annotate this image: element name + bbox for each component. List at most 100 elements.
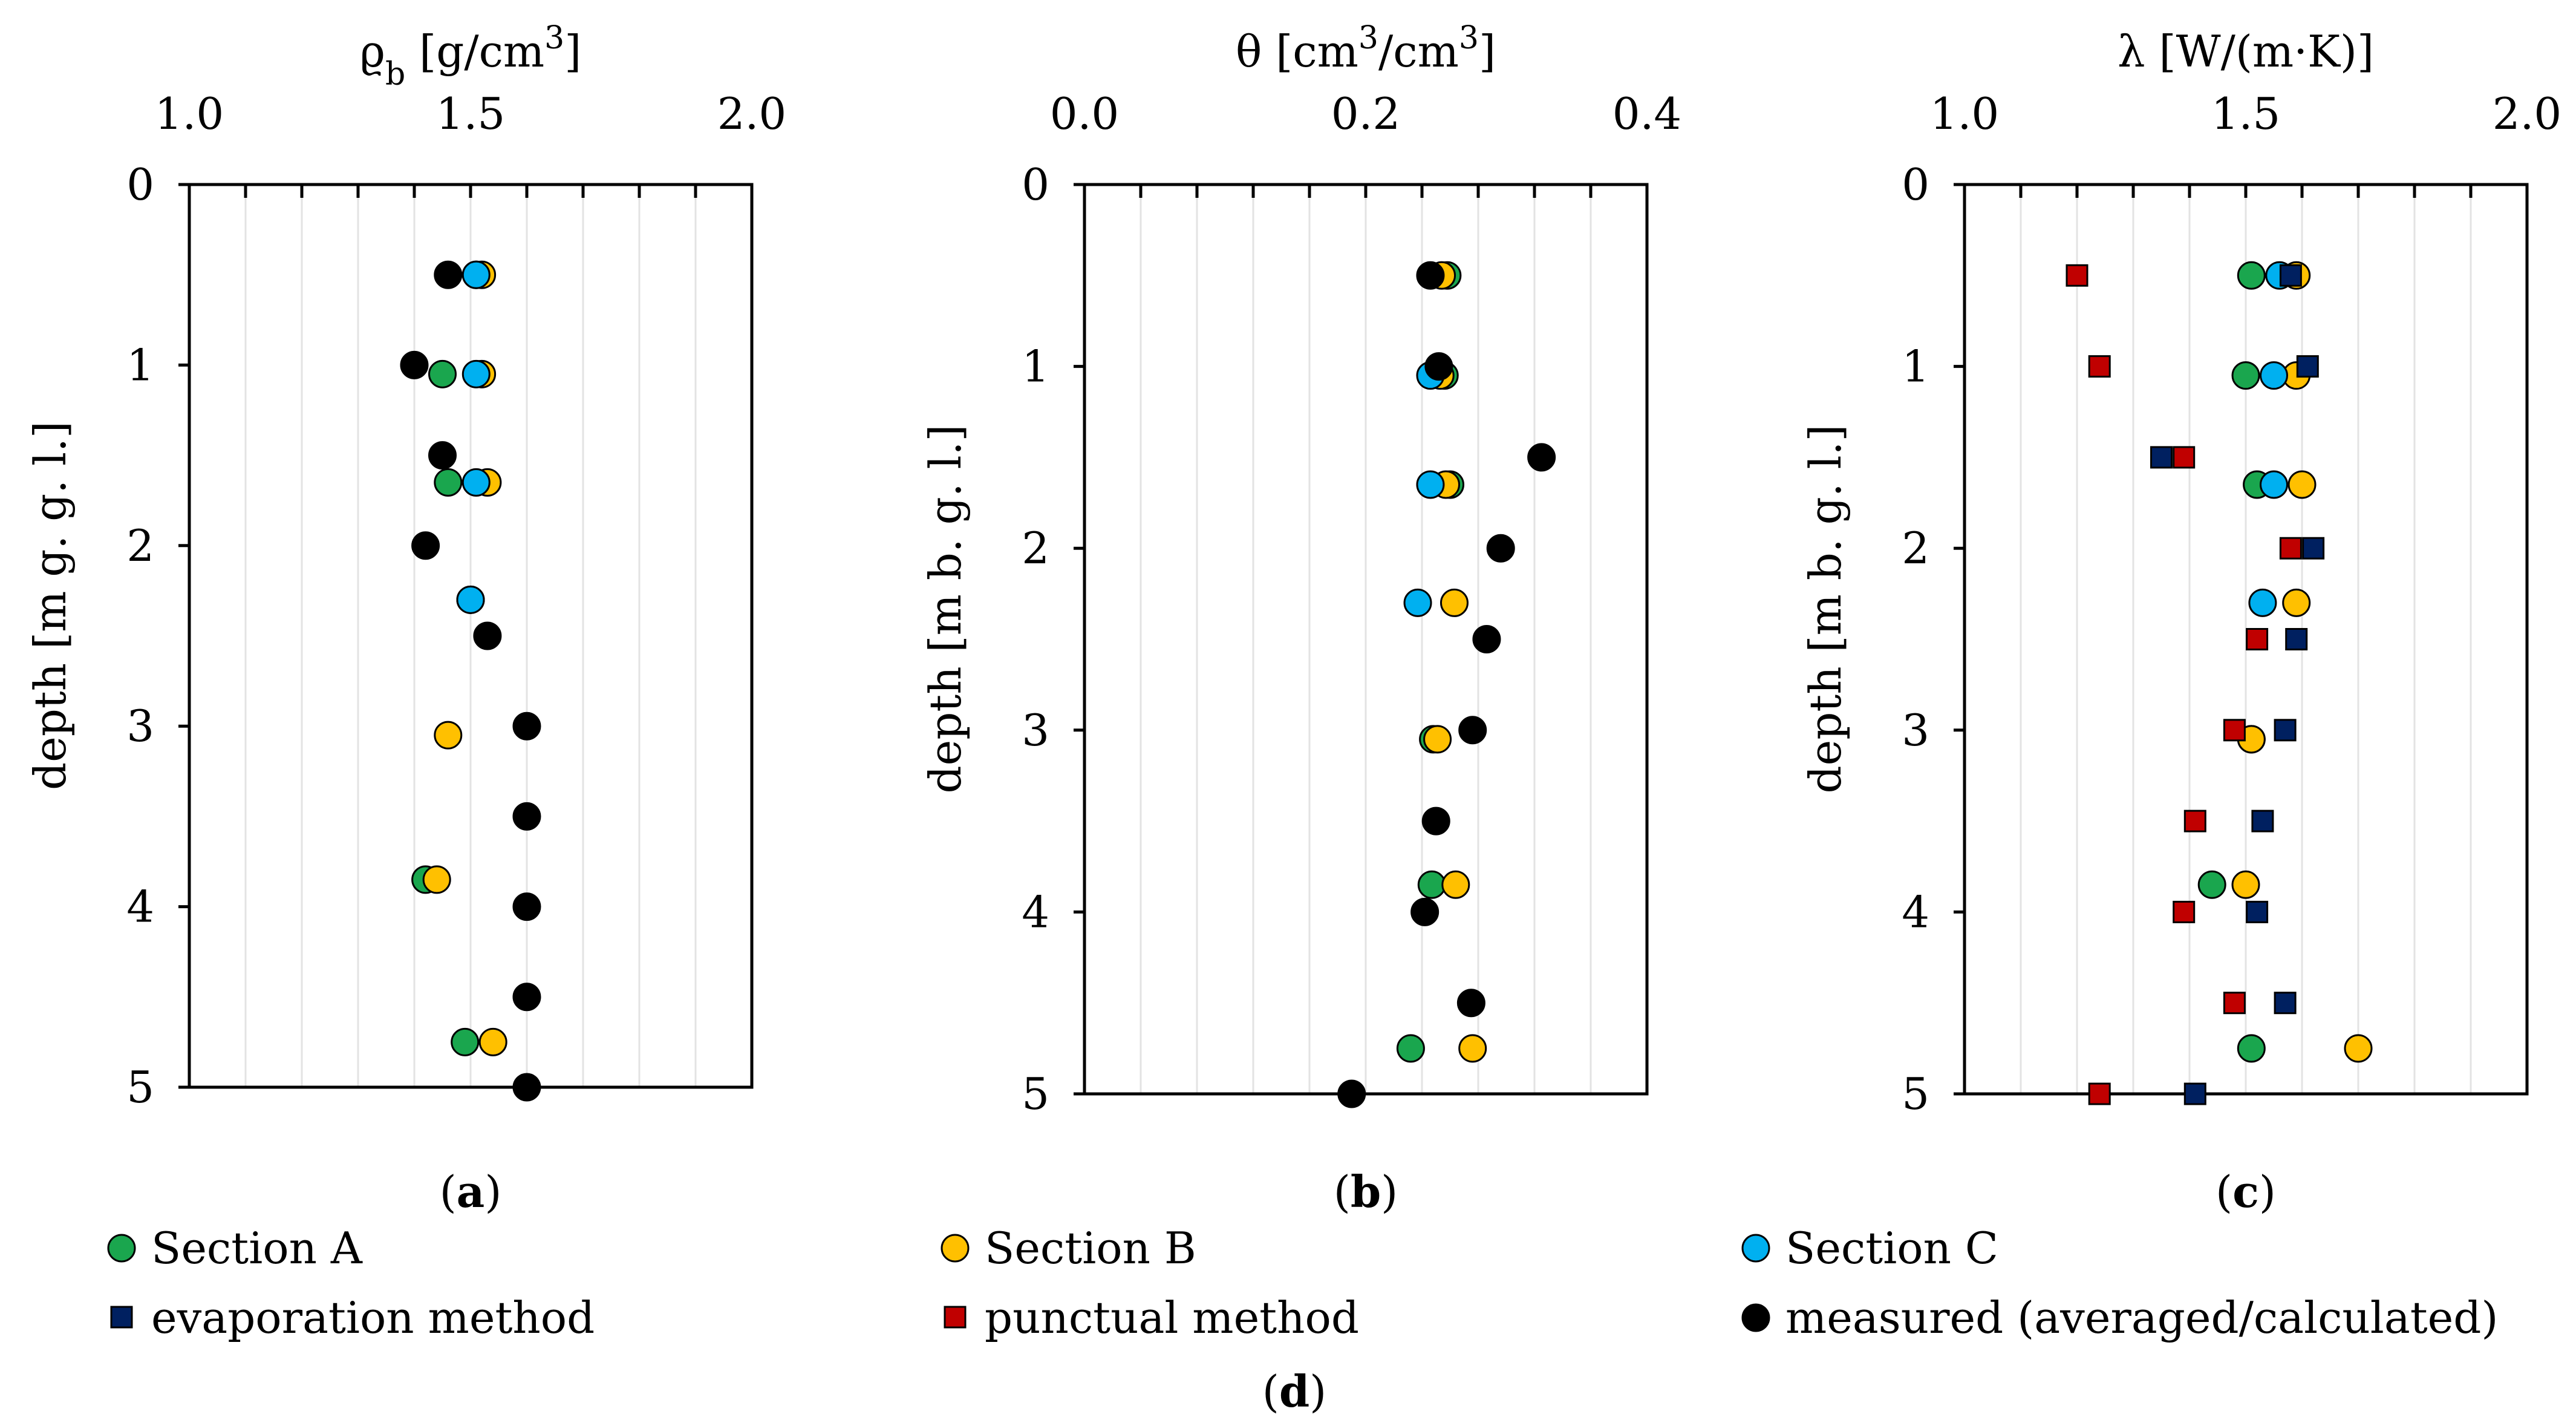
data-point-section_c	[2248, 588, 2277, 617]
data-point-evaporation	[2274, 992, 2297, 1015]
data-point-measured	[473, 621, 502, 650]
data-point-measured	[1486, 534, 1515, 563]
legend-label: evaporation method	[151, 1292, 595, 1343]
y-axis-title: depth [m b. g. l.]	[920, 425, 971, 794]
panel-label: (c)	[2216, 1166, 2276, 1217]
data-point-measured	[1472, 625, 1501, 653]
data-point-measured	[1416, 261, 1445, 290]
data-point-section_a	[2197, 870, 2226, 899]
panel-a: 0 1 2 3 4 5 1.0 1.5 2.0 ϱb [g/cm3] depth [m g. g. …	[25, 20, 786, 1217]
series-measured	[400, 260, 541, 1102]
data-point-measured	[428, 441, 457, 470]
data-point-section_c	[461, 359, 491, 388]
data-point-evaporation	[2246, 900, 2269, 923]
y-tick-label: 4	[1022, 886, 1049, 937]
data-point-punctual	[2223, 992, 2246, 1015]
legend-label: Section C	[1785, 1223, 1998, 1274]
legend-caption: (d)	[1262, 1366, 1327, 1417]
legend-item-measured: measured (averaged/calculated)	[1741, 1292, 2498, 1343]
data-point-punctual	[2173, 900, 2196, 923]
data-point-section_b	[1458, 1034, 1487, 1063]
data-point-section_b	[422, 865, 451, 894]
y-tick-label: 5	[1022, 1068, 1049, 1119]
data-point-evaporation	[2302, 537, 2325, 560]
y-tick-label: 0	[126, 159, 154, 210]
legend-label: Section B	[985, 1223, 1196, 1274]
panel-c: 0 1 2 3 4 5 1.0 1.5 2.0 λ [W/(m·K)] depth [m b. g.…	[1800, 26, 2561, 1217]
data-point-section_a	[428, 359, 457, 388]
legend-marker	[107, 1234, 136, 1263]
data-point-measured	[512, 802, 541, 831]
data-point-measured	[1527, 443, 1556, 472]
data-point-section_c	[456, 585, 485, 614]
y-tick-label: 3	[126, 701, 154, 751]
data-point-measured	[512, 983, 541, 1012]
y-tick-label: 5	[126, 1062, 154, 1113]
y-tick-label: 3	[1902, 705, 1929, 756]
plot-frame	[187, 183, 754, 1089]
data-point-evaporation	[2183, 1082, 2206, 1105]
y-tick-label: 2	[126, 520, 154, 571]
data-point-section_c	[2260, 361, 2288, 390]
data-point-measured	[1337, 1079, 1366, 1108]
y-tick-label: 1	[126, 339, 154, 390]
legend: Section A Section B Section C evaporation m…	[107, 1223, 2498, 1343]
legend-marker	[1741, 1303, 1770, 1332]
series-section_c	[456, 260, 491, 614]
y-tick-label: 1	[1022, 341, 1049, 392]
data-point-measured	[434, 260, 463, 289]
legend-item-section_b: Section B	[941, 1223, 1196, 1274]
data-point-measured	[1410, 897, 1440, 926]
data-point-section_a	[2231, 361, 2260, 390]
data-point-section_b	[434, 721, 463, 750]
data-point-section_b	[1441, 870, 1470, 899]
data-point-section_a	[451, 1027, 480, 1056]
series-measured	[1337, 261, 1556, 1108]
series-evaporation	[2150, 264, 2325, 1105]
legend-item-section_c: Section C	[1741, 1223, 1998, 1274]
x-tick-label: 0.0	[1050, 88, 1120, 139]
data-point-measured	[1421, 806, 1450, 836]
data-point-measured	[1458, 716, 1487, 745]
data-point-punctual	[2088, 355, 2111, 378]
legend-item-punctual: punctual method	[944, 1292, 1359, 1343]
data-point-section_b	[2287, 470, 2317, 499]
data-point-measured	[411, 531, 440, 560]
data-point-punctual	[2088, 1082, 2111, 1105]
data-point-measured	[512, 1073, 541, 1102]
series-section_a	[2197, 261, 2272, 1063]
plot-frame	[1963, 183, 2529, 1096]
data-point-section_b	[1440, 588, 1469, 617]
x-tick-label: 1.5	[436, 88, 506, 139]
data-point-section_c	[2260, 470, 2288, 499]
data-point-measured	[1456, 989, 1485, 1018]
x-tick-label: 0.4	[1612, 88, 1682, 139]
y-tick-label: 0	[1902, 159, 1929, 210]
data-point-section_c	[1416, 470, 1445, 499]
data-point-section_a	[434, 468, 463, 497]
panel-label: (a)	[440, 1166, 502, 1217]
data-point-punctual	[2183, 810, 2206, 833]
data-point-section_b	[1423, 725, 1452, 754]
data-point-evaporation	[2274, 719, 2297, 742]
x-tick-label: 2.0	[717, 88, 787, 139]
data-point-measured	[512, 892, 541, 921]
legend-item-evaporation: evaporation method	[110, 1292, 595, 1343]
data-point-punctual	[2279, 537, 2302, 560]
x-tick-label: 1.5	[2211, 88, 2281, 139]
data-point-punctual	[2066, 264, 2089, 287]
data-point-section_a	[2237, 261, 2266, 290]
data-point-section_a	[2237, 1034, 2266, 1063]
data-point-punctual	[2223, 719, 2246, 742]
data-point-section_b	[2344, 1034, 2373, 1063]
x-axis-title: ϱb [g/cm3]	[360, 20, 582, 93]
data-point-measured	[400, 350, 429, 379]
data-point-measured	[512, 712, 541, 741]
y-tick-label: 1	[1902, 341, 1929, 392]
series-section_c	[1403, 361, 1445, 617]
legend-label: punctual method	[985, 1292, 1359, 1343]
data-point-section_c	[461, 468, 491, 497]
x-tick-label: 1.0	[1930, 88, 2000, 139]
data-point-evaporation	[2150, 446, 2173, 469]
y-axis-title: depth [m g. g. l.]	[25, 421, 76, 790]
